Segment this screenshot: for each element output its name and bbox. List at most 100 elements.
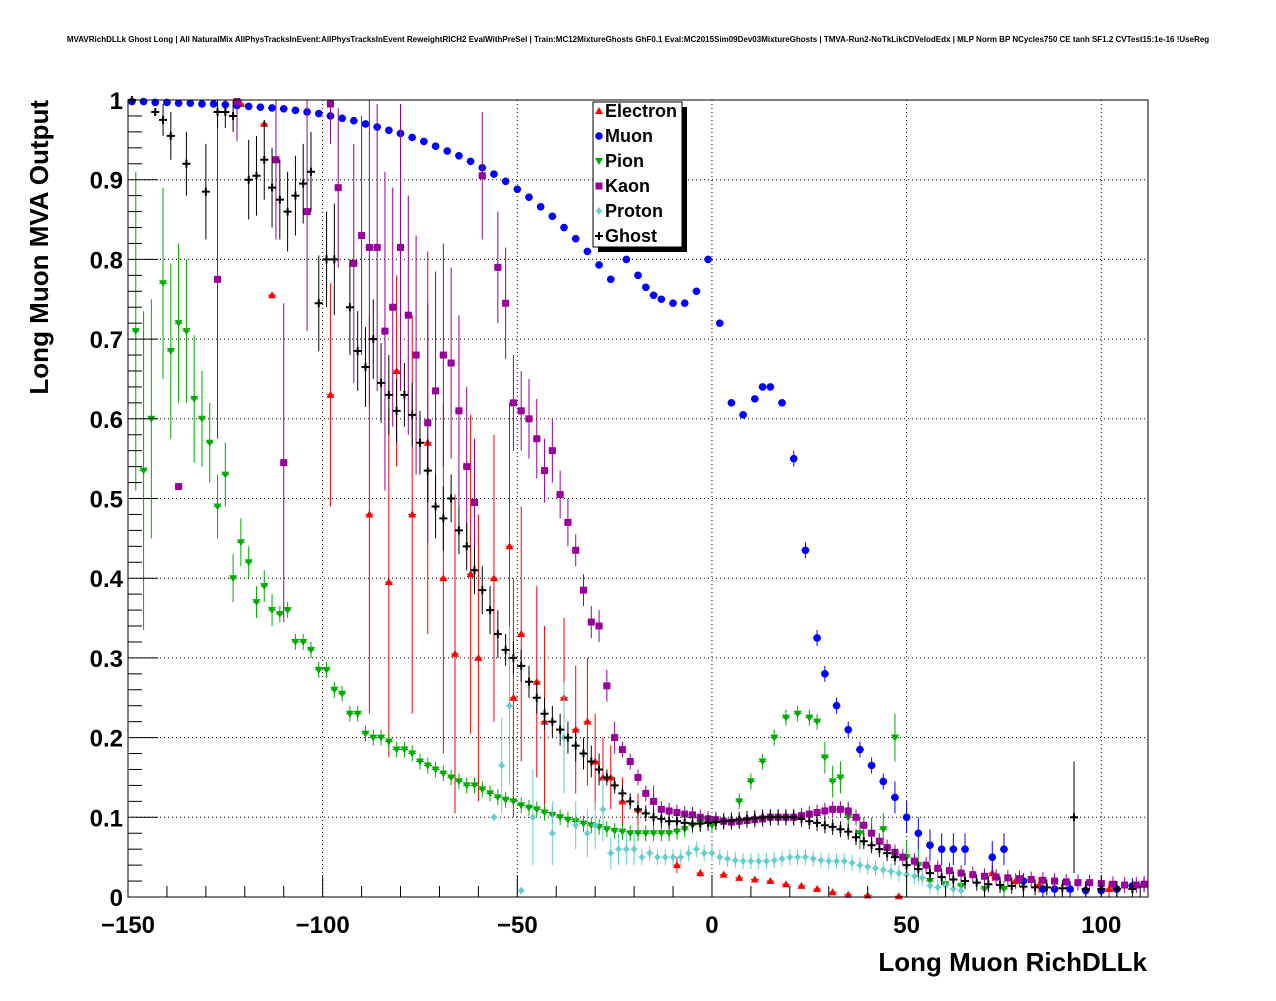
data-point <box>556 725 565 734</box>
data-point <box>657 830 666 838</box>
data-point <box>631 845 638 854</box>
data-point <box>841 857 848 866</box>
data-point <box>794 853 801 862</box>
data-point <box>789 813 798 822</box>
data-point <box>560 223 568 232</box>
data-point <box>622 255 631 264</box>
y-tick-label: 0.6 <box>90 407 123 434</box>
data-point <box>739 411 747 419</box>
data-point <box>988 853 997 861</box>
data-point <box>638 853 645 862</box>
data-point <box>743 814 752 823</box>
x-tick-label: 100 <box>1081 912 1121 939</box>
data-point <box>454 778 463 786</box>
data-point <box>747 857 754 866</box>
data-point <box>641 283 650 292</box>
data-point <box>579 749 588 758</box>
data-point <box>1011 877 1020 885</box>
data-point <box>525 193 533 202</box>
data-point <box>400 390 409 399</box>
data-point <box>828 822 837 831</box>
data-point <box>732 856 739 865</box>
data-point <box>583 247 592 256</box>
data-point <box>408 410 417 419</box>
data-point <box>443 147 452 155</box>
data-point <box>369 734 378 742</box>
data-point <box>571 741 580 750</box>
data-point <box>385 126 393 135</box>
data-point <box>813 718 822 726</box>
data-point <box>937 845 946 853</box>
data-point <box>326 390 335 398</box>
data-point <box>392 406 401 415</box>
data-point <box>1000 845 1008 853</box>
data-point <box>517 407 525 415</box>
data-point <box>478 586 487 595</box>
y-tick-label: 0.5 <box>90 487 123 514</box>
data-point <box>805 714 814 722</box>
legend-label-ghost: Ghost <box>605 226 657 246</box>
data-point <box>221 471 230 479</box>
data-point <box>529 813 536 822</box>
data-point <box>330 255 339 264</box>
data-point <box>280 459 288 467</box>
data-point <box>1132 881 1140 889</box>
data-point <box>735 873 744 881</box>
data-point <box>431 766 440 774</box>
data-point <box>506 701 513 710</box>
data-point <box>392 366 401 374</box>
data-point <box>642 789 650 797</box>
data-point <box>1140 880 1148 888</box>
data-point <box>579 820 588 828</box>
data-point <box>672 861 681 869</box>
data-point <box>587 618 595 626</box>
data-point <box>879 826 888 834</box>
data-point <box>139 467 148 475</box>
data-point <box>334 184 342 192</box>
data-point <box>439 574 448 582</box>
data-point <box>813 885 822 893</box>
x-tick-label: 0 <box>705 912 718 939</box>
data-point <box>197 415 206 423</box>
data-point <box>505 542 514 550</box>
data-point <box>766 813 775 822</box>
data-point <box>455 151 463 160</box>
data-point <box>805 817 814 826</box>
y-tick-label: 0.3 <box>90 646 123 673</box>
data-point <box>735 798 744 806</box>
data-point <box>384 390 393 399</box>
data-point <box>299 638 308 646</box>
data-point <box>696 869 705 877</box>
data-point <box>498 761 505 770</box>
data-point <box>268 104 276 112</box>
data-point <box>903 870 910 879</box>
data-point <box>381 327 389 335</box>
data-point <box>945 867 953 875</box>
data-point <box>209 100 218 108</box>
data-point <box>272 156 280 164</box>
data-point <box>556 491 564 499</box>
data-point <box>431 502 440 511</box>
data-point <box>836 774 845 782</box>
data-point <box>680 818 689 827</box>
data-point <box>415 438 424 447</box>
data-point <box>532 677 541 685</box>
data-point <box>817 856 824 865</box>
legend-marker-proton <box>596 207 602 215</box>
y-tick-label: 0.9 <box>90 168 123 195</box>
data-point <box>716 853 723 862</box>
data-point <box>455 407 463 415</box>
data-point <box>781 714 790 722</box>
data-point <box>494 263 502 271</box>
data-point <box>454 526 463 535</box>
data-point <box>665 817 674 826</box>
data-point <box>501 645 510 654</box>
data-point <box>755 857 762 866</box>
data-point <box>509 798 518 806</box>
data-point <box>740 857 747 866</box>
data-point <box>205 439 214 447</box>
legend-label-muon: Muon <box>605 126 653 146</box>
x-tick-label: −150 <box>101 912 155 939</box>
data-point <box>669 299 677 308</box>
data-point <box>911 872 918 881</box>
